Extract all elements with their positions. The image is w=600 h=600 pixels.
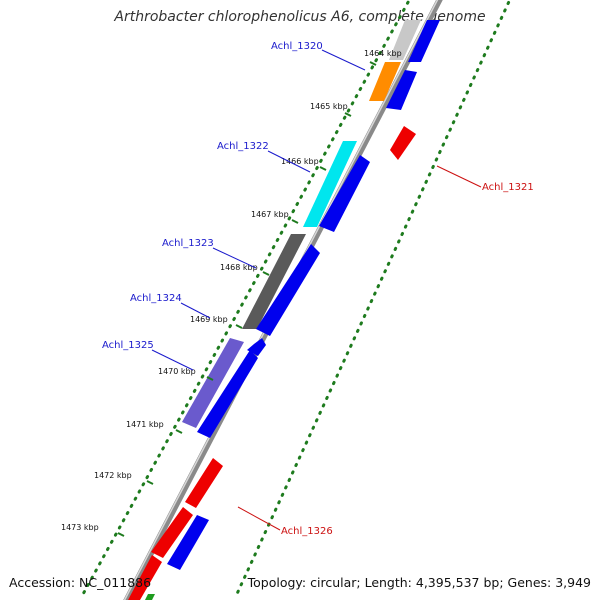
scale-tick-label: 1464 kbp [364, 49, 402, 58]
gene-label-achl-1320[interactable]: Achl_1320 [271, 41, 323, 52]
gene-label-achl-1326[interactable]: Achl_1326 [281, 526, 333, 537]
scale-tick-label: 1472 kbp [94, 471, 132, 480]
scale-tick-label: 1465 kbp [310, 102, 348, 111]
gene-labels: Achl_1320 Achl_1321 Achl_1322 Achl_1323 Achl… [102, 41, 534, 537]
feature-blue-arrow-1 [386, 70, 417, 110]
scale-tick-label: 1468 kbp [220, 263, 258, 272]
feature-red-arrow-1 [185, 458, 223, 508]
scale-tick-mark [235, 324, 243, 329]
scale-tick-mark [369, 61, 377, 66]
scale-tick-label: 1470 kbp [158, 367, 196, 376]
scale-tick-mark [319, 166, 327, 171]
feature-achl-1322-cyan [303, 141, 357, 227]
feature-achl-1320-orange [369, 62, 401, 101]
gene-label-achl-1322[interactable]: Achl_1322 [217, 141, 269, 152]
feature-blue-arrow-4 [197, 350, 258, 438]
feature-blue-arrow-5 [167, 515, 209, 570]
feature-achl-1323-grey [242, 234, 306, 329]
feature-red-arrow-2 [151, 507, 193, 558]
outer-tick-track [234, 0, 512, 598]
gene-leader-line [436, 165, 482, 188]
gene-leader-line [267, 150, 311, 173]
scale-tick-label: 1469 kbp [190, 315, 228, 324]
scale-tick-label: 1471 kbp [126, 420, 164, 429]
gene-leader-line [212, 247, 257, 269]
accession-text: Accession: NC_011886 [9, 575, 152, 590]
scale-tick-label: 1473 kbp [61, 523, 99, 532]
scale-tick-mark [291, 219, 299, 224]
gene-features [128, 20, 440, 600]
inner-tick-track [80, 0, 411, 598]
scale-tick-label: 1467 kbp [251, 210, 289, 219]
feature-top-blue [408, 20, 440, 62]
gene-label-achl-1325[interactable]: Achl_1325 [102, 340, 154, 351]
map-title: Arthrobacter chlorophenolicus A6, comple… [114, 9, 486, 25]
scale-tick-mark [175, 429, 183, 434]
feature-blue-arrow-3 [256, 244, 320, 336]
gene-label-achl-1321[interactable]: Achl_1321 [482, 182, 534, 193]
feature-achl-1321-red [390, 126, 416, 160]
feature-blue-arrow-small [247, 338, 266, 356]
feature-blue-arrow-2 [319, 155, 370, 232]
gene-leader-line [180, 302, 211, 319]
feature-top-grey [389, 20, 421, 60]
gene-leader-line [237, 506, 281, 531]
gene-leader-line [151, 349, 194, 371]
gene-leader-line [321, 49, 366, 71]
scale-tick-mark [344, 112, 352, 117]
feature-achl-1325-purple [182, 338, 244, 428]
genome-summary-text: Topology: circular; Length: 4,395,537 bp… [247, 575, 591, 590]
feature-green-edge [145, 594, 155, 600]
scale-tick-mark [146, 480, 154, 485]
scale-tick-mark [117, 532, 125, 537]
scale-tick-mark [206, 376, 214, 381]
gene-label-achl-1323[interactable]: Achl_1323 [162, 238, 214, 249]
scale-ticks: 1464 kbp 1465 kbp 1466 kbp 1467 kbp 1468 kbp… [61, 49, 402, 537]
scale-tick-label: 1466 kbp [281, 157, 319, 166]
scale-tick-mark [262, 271, 270, 276]
gene-label-achl-1324[interactable]: Achl_1324 [130, 293, 182, 304]
feature-red-arrow-3 [128, 555, 162, 600]
